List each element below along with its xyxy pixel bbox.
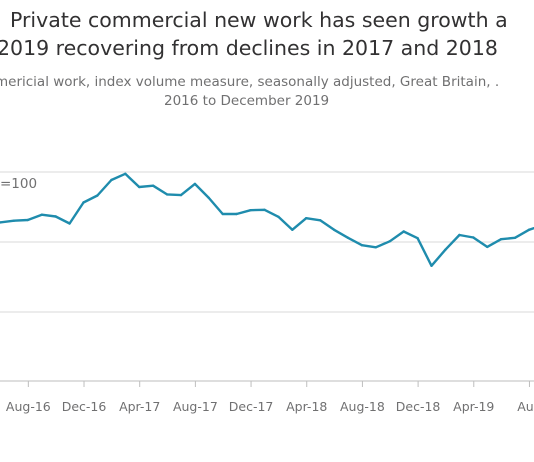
title-line-2: 2019 recovering from declines in 2017 an… — [0, 36, 498, 60]
x-tick-label: Dec-17 — [229, 399, 274, 414]
data-point — [193, 182, 197, 186]
x-tick-label: Aug-18 — [340, 399, 385, 414]
data-point — [346, 236, 350, 239]
data-point — [430, 264, 433, 267]
data-point — [82, 201, 85, 204]
data-point — [388, 240, 391, 243]
series-layer — [0, 172, 534, 267]
data-point — [235, 212, 238, 216]
data-point — [374, 246, 377, 249]
data-point — [291, 228, 294, 231]
y-axis-unit-label: =100 — [0, 176, 37, 192]
x-tick-label: Apr-19 — [453, 399, 494, 414]
series-line — [0, 172, 534, 267]
x-tick-label: Apr-18 — [286, 399, 327, 414]
data-point — [249, 209, 252, 212]
data-point — [207, 196, 210, 200]
data-point — [110, 178, 113, 182]
data-point — [444, 248, 447, 251]
data-point — [165, 193, 169, 196]
data-point — [499, 238, 503, 241]
x-tick-label: Aug-17 — [173, 399, 218, 414]
x-tick-label: Dec-16 — [62, 399, 107, 414]
chart-subtitle: mericial work, index volume measure, sea… — [0, 74, 499, 109]
x-axis-ticks — [27, 381, 530, 387]
gridlines — [0, 171, 534, 313]
data-point — [332, 228, 336, 231]
x-tick-label: Dec-18 — [396, 399, 441, 414]
data-point — [54, 215, 57, 218]
chart-title: Private commercial new work has seen gro… — [0, 8, 508, 60]
series-points — [0, 172, 531, 267]
data-point — [416, 237, 419, 240]
data-point — [151, 184, 155, 187]
data-point — [96, 194, 99, 197]
x-axis-tick-labels: Aug-16 Dec-16 Apr-17 Aug-17 Dec-17 Apr-18 Aug-… — [6, 399, 534, 414]
data-point — [472, 236, 475, 239]
data-point — [40, 213, 43, 216]
subtitle-line-1: mericial work, index volume measure, sea… — [0, 74, 499, 90]
data-point — [68, 222, 71, 225]
data-point — [124, 172, 127, 175]
data-point — [360, 244, 364, 247]
data-point — [319, 219, 322, 222]
x-tick-label: Apr-17 — [119, 399, 160, 414]
data-point — [0, 221, 2, 224]
data-point — [179, 193, 183, 197]
data-point — [486, 245, 489, 249]
data-point — [263, 208, 266, 211]
data-point — [513, 236, 517, 239]
data-point — [138, 185, 141, 189]
title-line-1: Private commercial new work has seen gro… — [10, 8, 508, 32]
x-tick-label: Aug-16 — [6, 399, 51, 414]
data-point — [12, 219, 16, 222]
subtitle-line-2: 2016 to December 2019 — [164, 93, 329, 109]
data-point — [402, 230, 405, 233]
data-point — [277, 215, 280, 218]
data-point — [221, 212, 224, 216]
data-point — [26, 218, 29, 222]
x-tick-label: Aug — [517, 399, 534, 414]
data-point — [458, 233, 461, 237]
data-point — [305, 217, 308, 220]
data-point — [527, 228, 531, 231]
